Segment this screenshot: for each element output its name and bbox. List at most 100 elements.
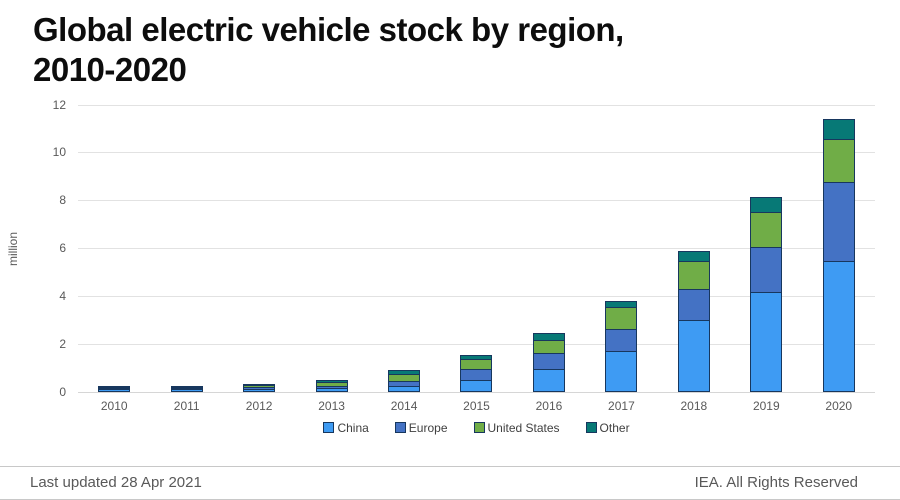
segment-other-2015[interactable] (461, 356, 492, 360)
y-tick-4: 4 (59, 288, 66, 303)
bar-stack-2014[interactable] (388, 370, 421, 392)
segment-other-2016[interactable] (533, 333, 564, 341)
x-tick-2010: 2010 (100, 398, 128, 413)
bar-2020[interactable] (803, 105, 875, 392)
segment-europe-2015[interactable] (461, 370, 492, 381)
bar-stack-2018[interactable] (677, 250, 710, 392)
y-tick-10: 10 (52, 145, 66, 160)
y-tick-0: 0 (59, 384, 66, 399)
segment-europe-2014[interactable] (389, 381, 420, 388)
segment-other-2018[interactable] (678, 251, 709, 263)
legend: China Europe United States Other (78, 421, 875, 435)
segment-europe-2016[interactable] (533, 353, 564, 370)
segment-united-states-2020[interactable] (823, 140, 854, 183)
footer: Last updated 28 Apr 2021 IEA. All Rights… (0, 466, 900, 491)
segment-china-2018[interactable] (678, 321, 709, 391)
legend-swatch-other (585, 422, 597, 433)
y-tick-8: 8 (59, 193, 66, 208)
segment-united-states-2016[interactable] (533, 340, 564, 354)
x-tick-2016: 2016 (535, 398, 563, 413)
x-tick-2013: 2013 (318, 398, 345, 413)
bar-2015[interactable] (440, 105, 512, 392)
segment-united-states-2012[interactable] (244, 386, 275, 389)
legend-item-china[interactable]: China (323, 420, 369, 435)
bar-stack-2010[interactable] (98, 386, 131, 392)
segment-united-states-2014[interactable] (389, 374, 420, 382)
segment-china-2017[interactable] (606, 352, 637, 391)
y-axis-ticks: 0 2 4 6 8 10 12 (26, 98, 70, 399)
segment-united-states-2010[interactable] (99, 388, 130, 390)
last-updated-text: Last updated 28 Apr 2021 (30, 474, 202, 491)
chart: million 0 2 4 6 8 10 12 2010 2011 2012 2013 2014 20… (0, 98, 900, 435)
title-line-1: Global electric vehicle stock by region, (33, 11, 624, 48)
segment-europe-2011[interactable] (171, 388, 202, 390)
legend-swatch-united-states (473, 422, 485, 433)
bar-2010[interactable] (78, 105, 150, 392)
bar-2013[interactable] (295, 105, 367, 392)
bar-2017[interactable] (585, 105, 657, 392)
bar-stack-2020[interactable] (822, 119, 855, 392)
segment-united-states-2013[interactable] (316, 383, 347, 388)
segment-europe-2010[interactable] (99, 389, 130, 391)
legend-label-china: China (337, 420, 369, 435)
bar-stack-2016[interactable] (532, 332, 565, 392)
segment-other-2010[interactable] (99, 387, 130, 389)
x-tick-2014: 2014 (390, 398, 418, 413)
legend-item-united-states[interactable]: United States (473, 420, 560, 435)
segment-europe-2012[interactable] (244, 388, 275, 390)
segment-china-2015[interactable] (461, 380, 492, 391)
segment-china-2012[interactable] (244, 389, 275, 391)
x-tick-2017: 2017 (608, 398, 635, 413)
segment-china-2014[interactable] (389, 387, 420, 391)
bar-2014[interactable] (368, 105, 440, 392)
segment-china-2020[interactable] (823, 261, 854, 391)
segment-other-2020[interactable] (823, 120, 854, 141)
segment-europe-2020[interactable] (823, 182, 854, 262)
bar-2018[interactable] (658, 105, 730, 392)
bar-2011[interactable] (150, 105, 222, 392)
gridline-6 (78, 248, 875, 249)
bar-stack-2012[interactable] (243, 384, 276, 392)
segment-europe-2019[interactable] (751, 248, 782, 293)
segment-united-states-2015[interactable] (461, 359, 492, 371)
segment-china-2019[interactable] (751, 292, 782, 391)
legend-label-europe: Europe (408, 420, 448, 435)
segment-united-states-2019[interactable] (751, 212, 782, 249)
segment-other-2013[interactable] (316, 380, 347, 384)
segment-other-2012[interactable] (244, 385, 275, 387)
segment-china-2016[interactable] (533, 369, 564, 391)
bar-2012[interactable] (223, 105, 295, 392)
bar-stack-2011[interactable] (170, 385, 203, 392)
segment-other-2019[interactable] (751, 198, 782, 213)
bar-2016[interactable] (513, 105, 585, 392)
bar-stack-2017[interactable] (605, 301, 638, 392)
segment-other-2011[interactable] (171, 386, 202, 388)
segment-europe-2013[interactable] (316, 387, 347, 390)
bar-stack-2015[interactable] (460, 355, 493, 392)
segment-europe-2017[interactable] (606, 329, 637, 353)
bar-2019[interactable] (730, 105, 802, 392)
legend-item-europe[interactable]: Europe (394, 420, 448, 435)
page-title: Global electric vehicle stock by region,… (0, 0, 900, 91)
x-tick-2018: 2018 (680, 398, 708, 413)
y-tick-12: 12 (52, 97, 66, 112)
segment-europe-2018[interactable] (678, 290, 709, 322)
segment-united-states-2011[interactable] (171, 387, 202, 389)
gridline-2 (78, 343, 875, 345)
bar-stack-2019[interactable] (750, 197, 783, 392)
segment-united-states-2017[interactable] (606, 308, 637, 330)
x-axis-ticks: 2010 2011 2012 2013 2014 2015 2016 2017 2018 2019… (78, 399, 875, 413)
bar-stack-2013[interactable] (315, 379, 348, 392)
legend-item-other[interactable]: Other (585, 421, 630, 435)
segment-united-states-2018[interactable] (678, 262, 709, 291)
segment-other-2014[interactable] (389, 371, 420, 375)
x-tick-2011: 2011 (173, 398, 200, 413)
x-tick-2019: 2019 (752, 398, 780, 413)
segment-china-2011[interactable] (171, 389, 202, 391)
x-tick-2012: 2012 (245, 398, 273, 413)
legend-label-united-states: United States (487, 420, 560, 435)
gridline-10 (78, 152, 875, 154)
legend-swatch-europe (394, 422, 406, 433)
segment-other-2017[interactable] (606, 302, 637, 308)
segment-china-2013[interactable] (316, 389, 347, 391)
